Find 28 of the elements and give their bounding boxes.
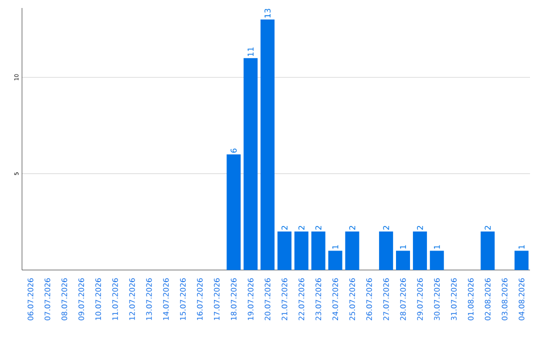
bar	[514, 250, 529, 270]
bar	[379, 231, 394, 270]
data-label: 1	[518, 245, 524, 249]
bar	[328, 250, 342, 270]
bar	[311, 231, 326, 270]
bar	[396, 250, 410, 270]
data-label: 2	[315, 226, 322, 230]
data-label: 1	[400, 245, 406, 249]
bar	[480, 231, 495, 270]
data-label: 13	[264, 8, 271, 18]
data-label: 6	[230, 148, 237, 153]
bar	[412, 231, 427, 270]
data-label: 2	[416, 226, 423, 230]
bar	[294, 231, 308, 270]
bar	[430, 250, 444, 270]
data-label: 2	[298, 226, 304, 230]
data-label: 2	[484, 226, 491, 230]
bar	[260, 20, 275, 270]
data-label: 2	[383, 226, 390, 230]
bar	[277, 231, 292, 270]
data-label: 11	[248, 47, 254, 56]
data-label: 2	[281, 226, 288, 230]
bar	[244, 58, 258, 270]
bar	[345, 231, 360, 270]
bar	[226, 154, 241, 270]
data-label: 1	[434, 245, 440, 249]
data-label: 1	[332, 245, 338, 249]
data-label: 2	[349, 226, 356, 230]
